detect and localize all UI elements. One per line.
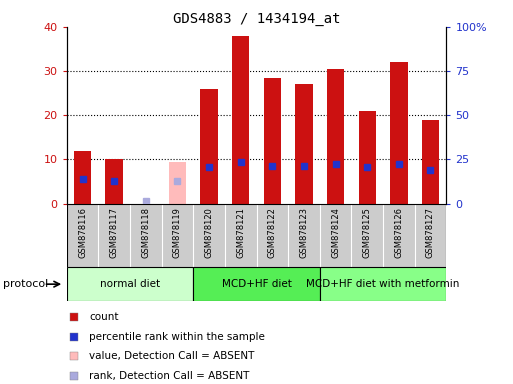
Text: GSM878121: GSM878121 <box>236 207 245 258</box>
Text: GSM878125: GSM878125 <box>363 207 372 258</box>
Bar <box>327 69 344 204</box>
FancyBboxPatch shape <box>320 204 351 267</box>
Text: GSM878119: GSM878119 <box>173 207 182 258</box>
FancyBboxPatch shape <box>320 267 446 301</box>
Bar <box>106 159 123 204</box>
FancyBboxPatch shape <box>162 204 193 267</box>
Text: MCD+HF diet: MCD+HF diet <box>222 279 291 289</box>
FancyBboxPatch shape <box>98 204 130 267</box>
Text: GSM878126: GSM878126 <box>394 207 403 258</box>
FancyBboxPatch shape <box>256 204 288 267</box>
Bar <box>422 120 439 204</box>
Bar <box>74 151 91 204</box>
Text: GSM878120: GSM878120 <box>205 207 213 258</box>
Bar <box>169 162 186 204</box>
Text: protocol: protocol <box>3 279 48 289</box>
Text: GSM878116: GSM878116 <box>78 207 87 258</box>
Text: value, Detection Call = ABSENT: value, Detection Call = ABSENT <box>89 351 255 361</box>
Bar <box>359 111 376 204</box>
Bar <box>232 36 249 204</box>
Text: rank, Detection Call = ABSENT: rank, Detection Call = ABSENT <box>89 371 250 381</box>
FancyBboxPatch shape <box>193 204 225 267</box>
Text: GSM878122: GSM878122 <box>268 207 277 258</box>
FancyBboxPatch shape <box>130 204 162 267</box>
Text: MCD+HF diet with metformin: MCD+HF diet with metformin <box>306 279 460 289</box>
FancyBboxPatch shape <box>193 267 320 301</box>
FancyBboxPatch shape <box>225 204 256 267</box>
FancyBboxPatch shape <box>415 204 446 267</box>
Bar <box>390 62 407 204</box>
FancyBboxPatch shape <box>288 204 320 267</box>
Text: GSM878123: GSM878123 <box>300 207 308 258</box>
Text: GDS4883 / 1434194_at: GDS4883 / 1434194_at <box>173 12 340 25</box>
Text: percentile rank within the sample: percentile rank within the sample <box>89 332 265 342</box>
FancyBboxPatch shape <box>67 204 98 267</box>
FancyBboxPatch shape <box>351 204 383 267</box>
Text: normal diet: normal diet <box>100 279 160 289</box>
FancyBboxPatch shape <box>383 204 415 267</box>
Text: GSM878117: GSM878117 <box>110 207 119 258</box>
Text: GSM878127: GSM878127 <box>426 207 435 258</box>
FancyBboxPatch shape <box>67 267 193 301</box>
Text: count: count <box>89 312 119 322</box>
Bar <box>201 89 218 204</box>
Text: GSM878118: GSM878118 <box>141 207 150 258</box>
Bar <box>264 78 281 204</box>
Text: GSM878124: GSM878124 <box>331 207 340 258</box>
Bar <box>295 84 312 204</box>
